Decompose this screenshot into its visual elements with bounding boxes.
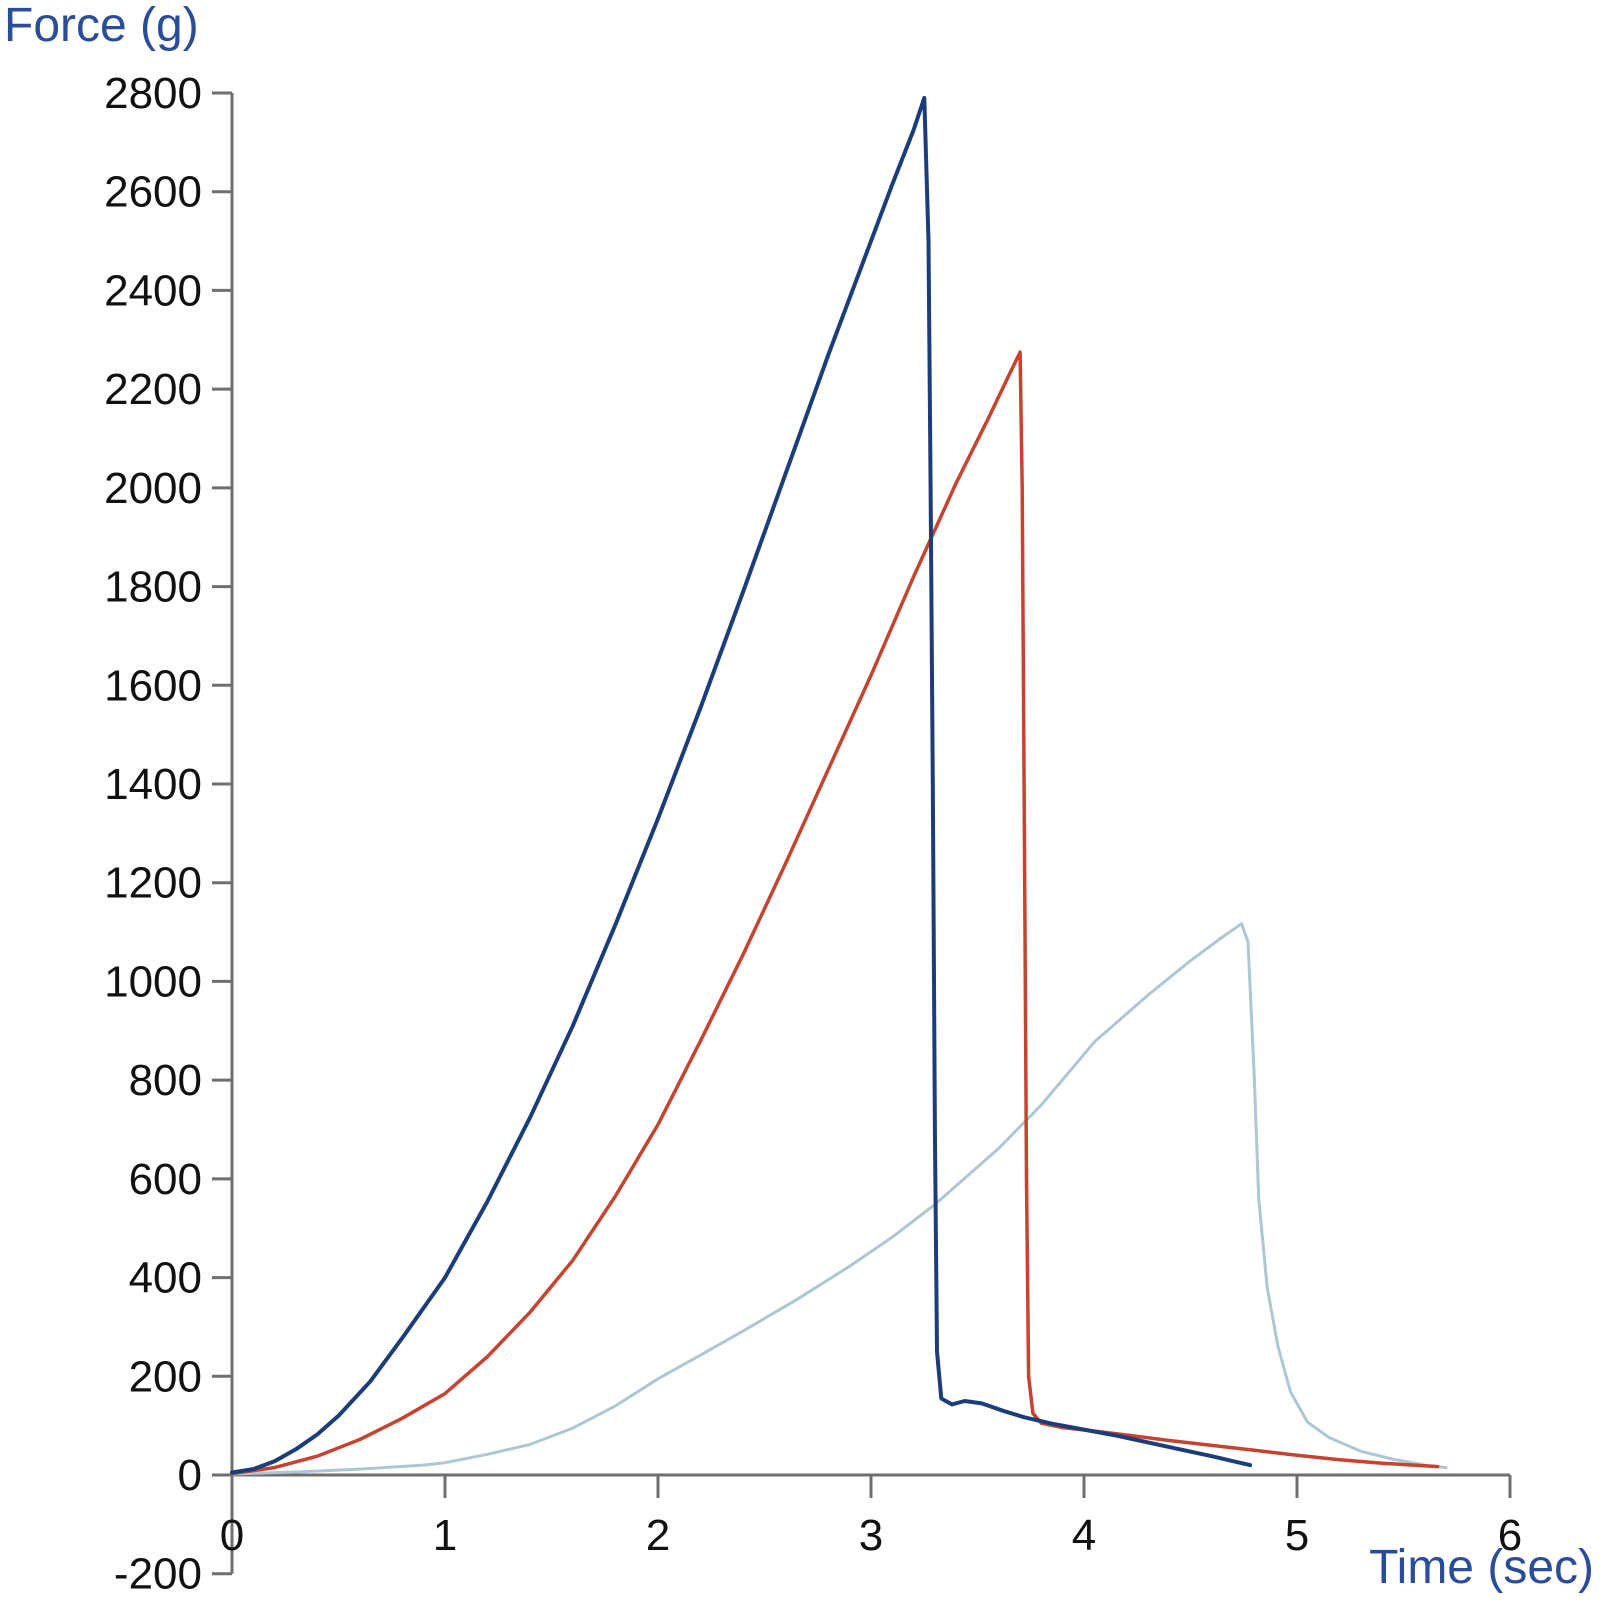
x-tick-label: 4 — [1072, 1511, 1096, 1560]
y-tick-label: 2600 — [104, 168, 202, 217]
y-tick-label: 2200 — [104, 365, 202, 414]
y-tick-label: 1600 — [104, 661, 202, 710]
y-tick-label: 2000 — [104, 464, 202, 513]
y-tick-label: -200 — [114, 1550, 202, 1599]
series-red-line — [230, 350, 1440, 1476]
y-tick-label: 1400 — [104, 760, 202, 809]
x-tick-label: 2 — [646, 1511, 670, 1560]
y-tick-label: 200 — [129, 1352, 202, 1401]
y-axis-title: Force (g) — [4, 0, 199, 52]
y-tick-label: 2800 — [104, 69, 202, 118]
series-dark-blue-line — [230, 95, 1253, 1475]
x-tick-label: 5 — [1285, 1511, 1309, 1560]
y-tick-label: 2400 — [104, 266, 202, 315]
y-tick-label: 400 — [129, 1254, 202, 1303]
y-tick-label: 0 — [178, 1451, 202, 1500]
y-tick-label: 1200 — [104, 859, 202, 908]
x-axis-title: Time (sec) — [1369, 1541, 1594, 1594]
y-tick-label: 1000 — [104, 957, 202, 1006]
y-tick-label: 1800 — [104, 563, 202, 612]
x-tick-label: 1 — [433, 1511, 457, 1560]
series-light-blue-line — [230, 922, 1448, 1476]
x-tick-label: 3 — [859, 1511, 883, 1560]
x-tick-label: 6 — [1498, 1511, 1522, 1560]
y-tick-label: 800 — [129, 1056, 202, 1105]
y-tick-label: 600 — [129, 1155, 202, 1204]
x-tick-label: 0 — [220, 1511, 244, 1560]
